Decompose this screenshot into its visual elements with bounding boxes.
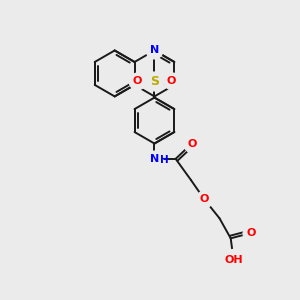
Text: N: N (150, 46, 159, 56)
Text: O: O (246, 228, 255, 238)
Text: OH: OH (224, 255, 243, 266)
Text: S: S (150, 75, 159, 88)
Text: O: O (187, 139, 196, 148)
Text: O: O (200, 194, 209, 204)
Text: N: N (150, 154, 159, 164)
Text: O: O (133, 76, 142, 86)
Text: O: O (167, 76, 176, 86)
Text: H: H (160, 155, 169, 165)
